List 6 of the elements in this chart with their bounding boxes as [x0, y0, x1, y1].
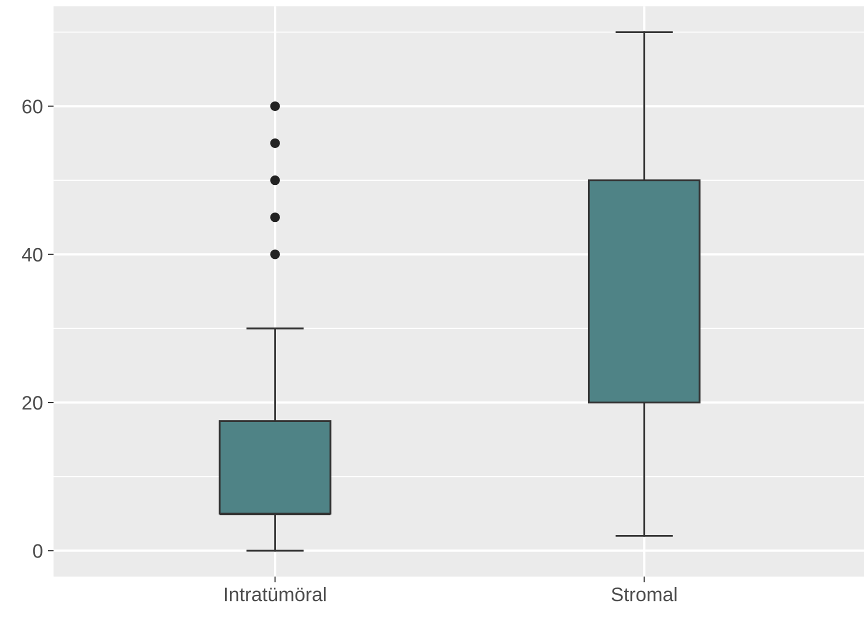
- y-tick-label: 20: [22, 396, 42, 410]
- x-tick-label: Intratümöral: [224, 587, 326, 602]
- x-tick-label: Stromal: [612, 587, 676, 602]
- y-tick-label: 0: [33, 544, 42, 558]
- y-tick-label: 40: [22, 248, 42, 262]
- y-tick-label: 60: [22, 100, 42, 114]
